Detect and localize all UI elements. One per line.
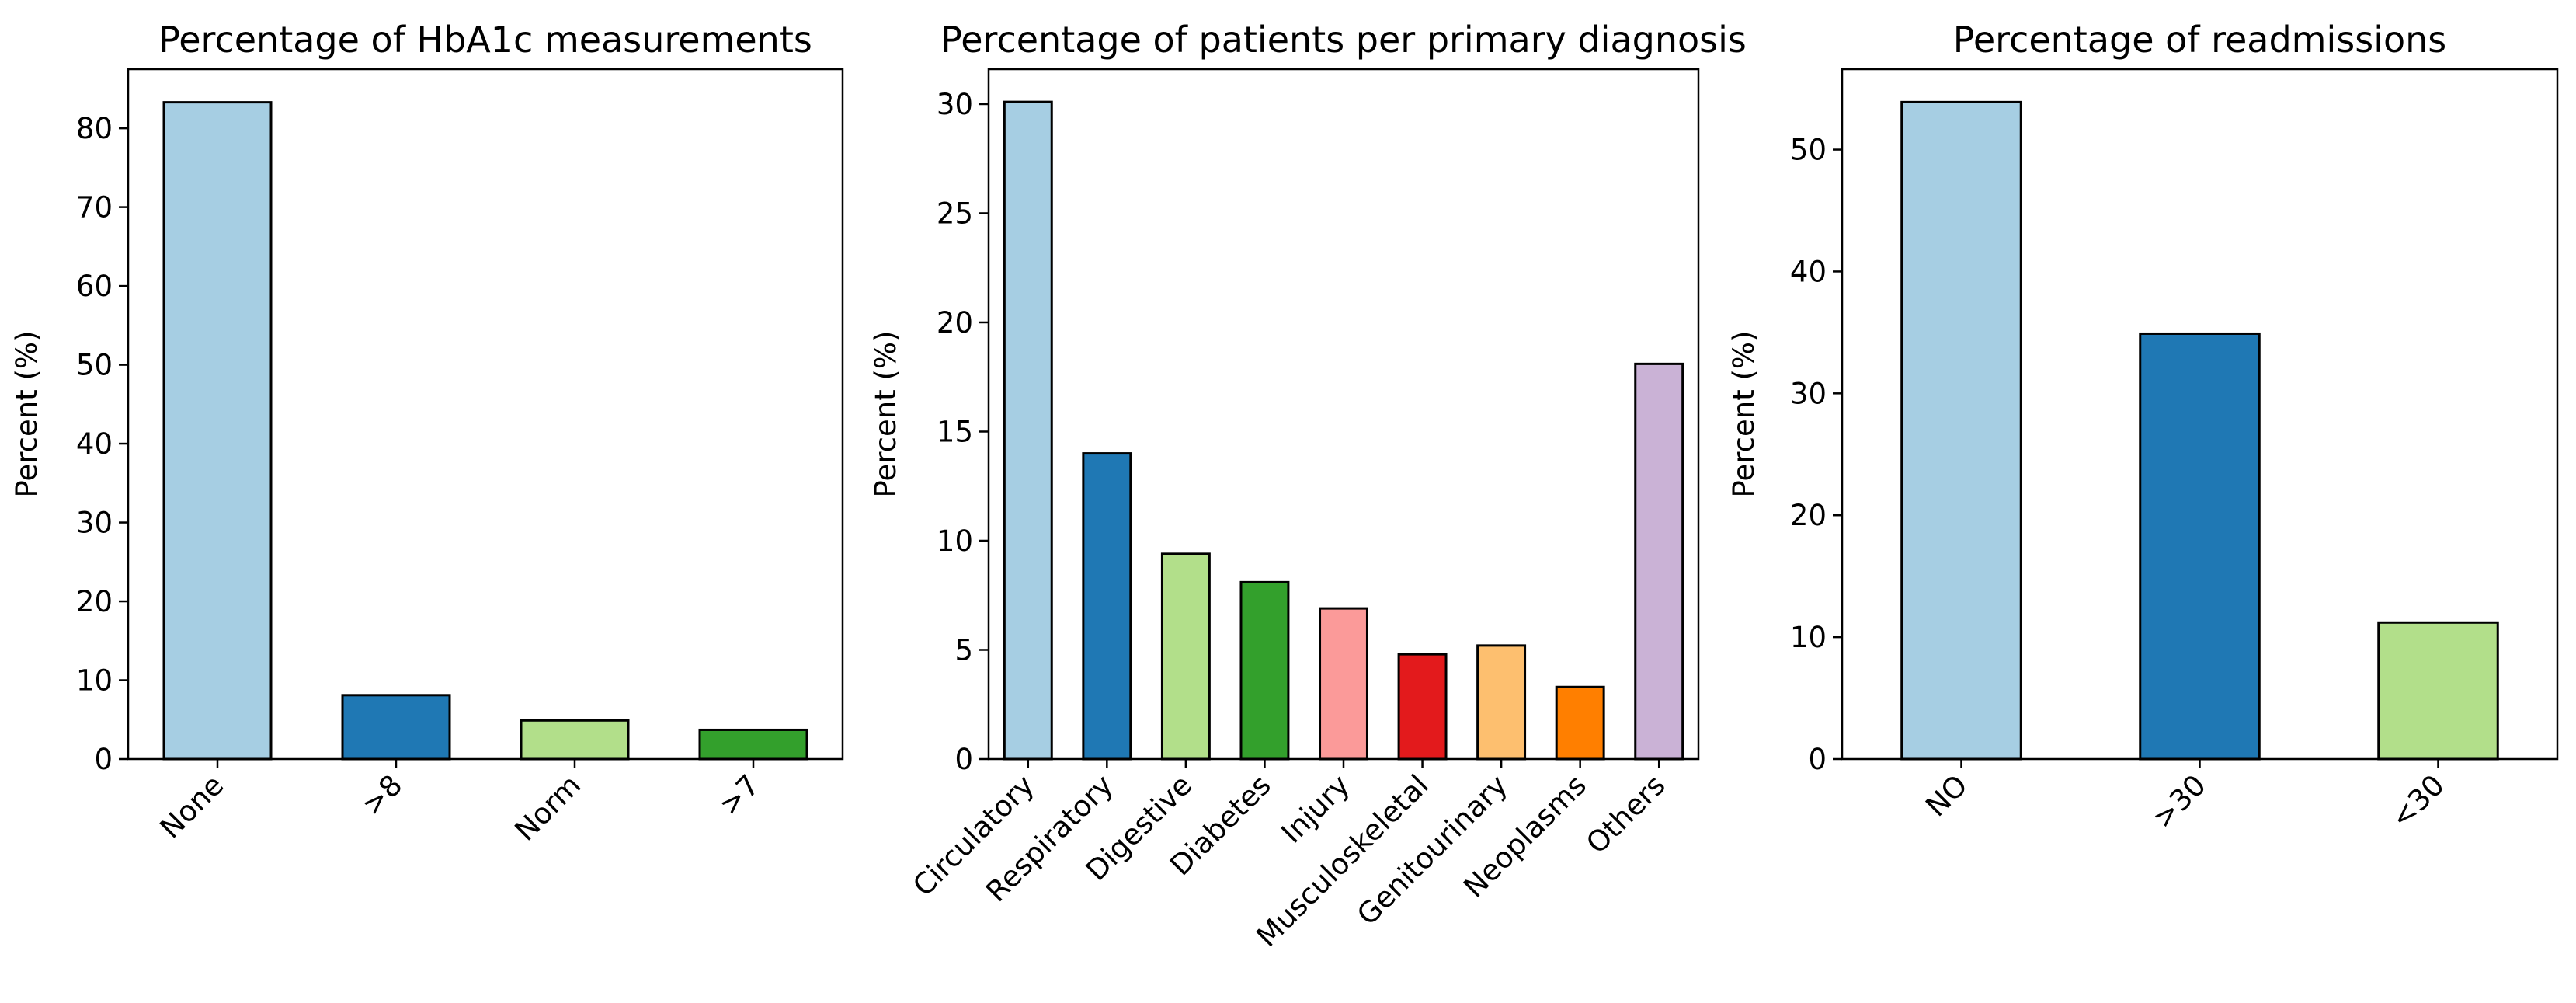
chart-hba1c: Percentage of HbA1c measurements Percent…	[10, 19, 844, 848]
y-tick-label: 20	[937, 306, 973, 340]
bar-respiratory	[1082, 452, 1132, 761]
y-tick-label: 5	[954, 633, 973, 667]
y-tick-label: 50	[76, 349, 113, 382]
x-tick-label: Others	[1580, 768, 1671, 860]
x-tick-label: >8	[355, 768, 408, 822]
y-tick-label: 10	[1790, 621, 1827, 654]
y-tick-label: 40	[1790, 255, 1827, 288]
bar--30	[2139, 332, 2261, 761]
y-tick-label: 70	[76, 191, 113, 225]
chart-readmissions: Percentage of readmissions Percent (%) 0…	[1727, 19, 2559, 835]
bar-diabetes	[1239, 580, 1290, 761]
bar--30	[2377, 621, 2499, 761]
y-axis-label: Percent (%)	[869, 330, 902, 497]
y-tick-label: 0	[1808, 743, 1827, 776]
y-tick-label: 80	[76, 112, 113, 145]
y-tick-label: 15	[937, 415, 973, 448]
x-tick-label: >30	[2146, 768, 2213, 835]
axes-frame	[987, 68, 1700, 761]
chart-primary-diagnosis: Percentage of patients per primary diagn…	[869, 19, 1747, 953]
y-tick-label: 30	[1790, 377, 1827, 410]
y-tick-label: 25	[937, 197, 973, 230]
bar--8	[341, 694, 451, 761]
bar-norm	[520, 719, 630, 761]
y-tick-label: 30	[937, 88, 973, 121]
chart-title: Percentage of patients per primary diagn…	[940, 19, 1747, 61]
bar-none	[162, 101, 273, 761]
y-axis-label: Percent (%)	[1727, 330, 1761, 497]
y-axis-label: Percent (%)	[10, 330, 43, 497]
y-tick-label: 10	[937, 524, 973, 558]
y-tick-label: 10	[76, 664, 113, 698]
chart-title: Percentage of readmissions	[1953, 19, 2447, 61]
y-tick-label: 0	[94, 743, 113, 776]
y-tick-label: 40	[76, 427, 113, 461]
bar--7	[698, 728, 808, 761]
x-tick-label: Norm	[509, 768, 588, 848]
bar-neoplasms	[1555, 685, 1605, 761]
y-tick-label: 0	[954, 743, 973, 776]
bar-genitourinary	[1476, 644, 1527, 761]
y-tick-label: 20	[1790, 499, 1827, 532]
bar-injury	[1319, 607, 1368, 761]
bar-musculoskeletal	[1397, 653, 1448, 761]
y-tick-label: 20	[76, 585, 113, 618]
y-tick-label: 50	[1790, 134, 1827, 167]
x-tick-label: >7	[712, 768, 766, 822]
bar-circulatory	[1003, 100, 1053, 761]
y-tick-label: 30	[76, 507, 113, 540]
bar-others	[1634, 362, 1684, 761]
x-tick-label: None	[154, 768, 231, 845]
x-tick-label: NO	[1919, 768, 1974, 824]
bar-digestive	[1160, 552, 1211, 761]
y-tick-label: 60	[76, 270, 113, 303]
chart-title: Percentage of HbA1c measurements	[158, 19, 812, 61]
bar-no	[1900, 100, 2022, 761]
axes-frame	[1841, 68, 2559, 761]
axes-frame	[127, 68, 844, 761]
x-tick-label: <30	[2384, 768, 2451, 835]
